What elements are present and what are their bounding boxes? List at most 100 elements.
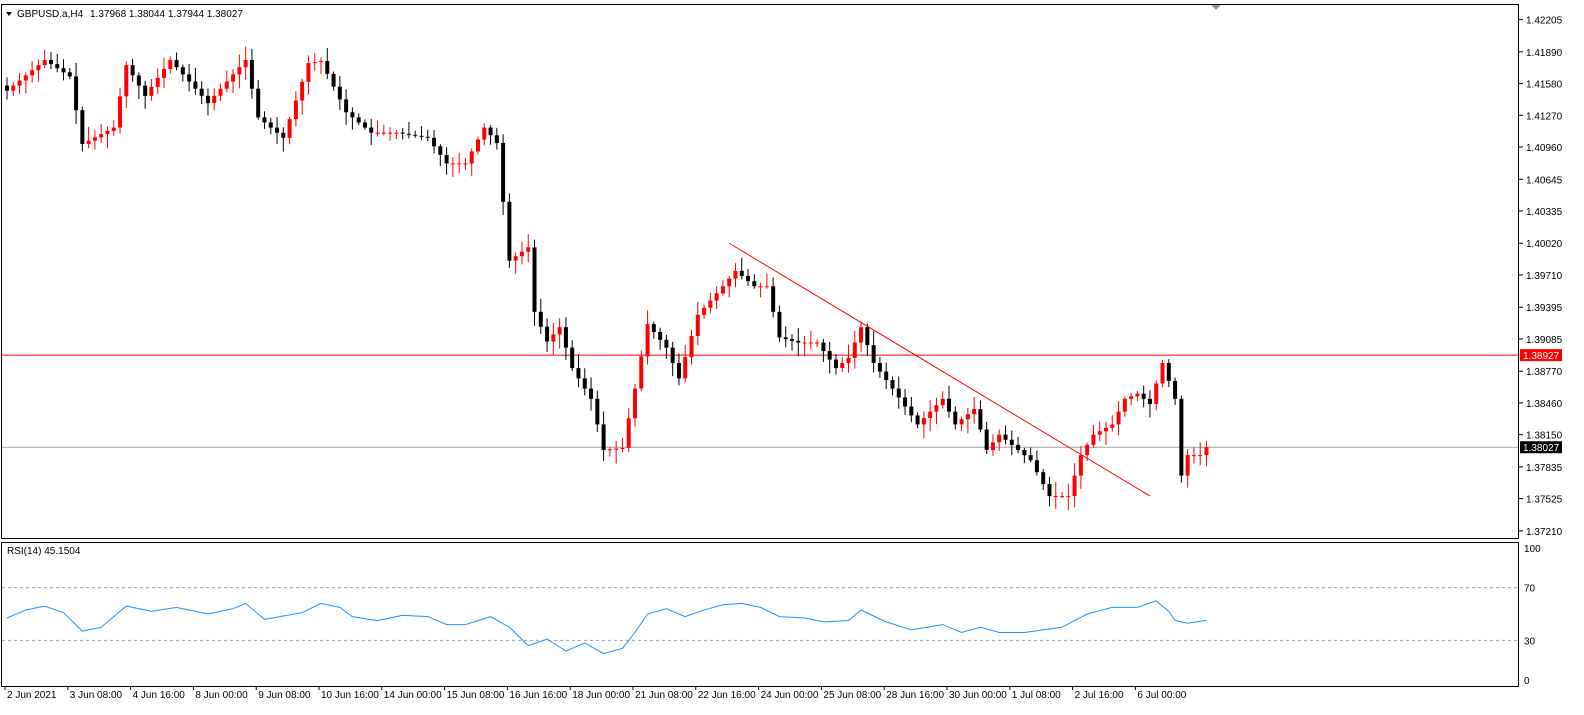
candle-body bbox=[965, 414, 970, 420]
candle-body bbox=[595, 398, 600, 425]
price-tick-label: 1.40335 bbox=[1526, 207, 1563, 218]
candle-body bbox=[369, 127, 374, 133]
time-tick-label: 10 Jun 16:00 bbox=[321, 690, 379, 701]
trendline[interactable] bbox=[728, 242, 1151, 497]
price-tick-label: 1.42205 bbox=[1526, 16, 1563, 27]
candle-body bbox=[1198, 455, 1203, 457]
candle-body bbox=[5, 85, 9, 91]
candle-body bbox=[319, 61, 323, 63]
price-tick-label: 1.38150 bbox=[1526, 431, 1563, 442]
candle-body bbox=[658, 331, 663, 340]
candle-body bbox=[689, 336, 694, 358]
candle-body bbox=[1154, 383, 1159, 404]
candle-body bbox=[450, 163, 455, 165]
candle-body bbox=[739, 270, 744, 276]
time-axis[interactable]: 2 Jun 2021 3 Jun 08:00 4 Jun 16:00 8 Jun 00… bbox=[4, 686, 1187, 701]
candle-body bbox=[670, 347, 675, 363]
candle-body bbox=[620, 447, 625, 449]
time-tick-label: 24 Jun 00:00 bbox=[761, 690, 819, 701]
rsi-line bbox=[6, 600, 1207, 655]
price-tick-label: 1.39395 bbox=[1526, 303, 1563, 314]
rsi-panel-frame bbox=[1, 542, 1519, 687]
candle-body bbox=[947, 398, 951, 412]
candle-body bbox=[469, 151, 474, 164]
candle-body bbox=[463, 163, 468, 165]
candle-body bbox=[425, 136, 430, 138]
dropdown-triangle-icon[interactable] bbox=[6, 12, 12, 16]
candle-body bbox=[438, 146, 443, 155]
price-axis[interactable]: 1.42205 1.41890 1.41580 1.41270 1.40960 1.406… bbox=[1519, 16, 1563, 538]
time-tick-label: 3 Jun 08:00 bbox=[70, 690, 123, 701]
candle-body bbox=[1141, 393, 1146, 399]
candle-body bbox=[80, 110, 85, 144]
candle-body bbox=[30, 70, 35, 76]
candle-body bbox=[1022, 450, 1027, 456]
candle-body bbox=[143, 85, 148, 96]
rsi-tick-label: 100 bbox=[1524, 544, 1541, 555]
time-tick-label: 18 Jun 00:00 bbox=[572, 690, 630, 701]
candle-body bbox=[268, 122, 273, 128]
candle-body bbox=[17, 80, 22, 86]
candle-body bbox=[1147, 398, 1152, 404]
candle-body bbox=[55, 64, 60, 69]
time-tick-label: 2 Jul 16:00 bbox=[1075, 690, 1124, 701]
price-tick-label: 1.39085 bbox=[1526, 335, 1563, 346]
candle-body bbox=[570, 347, 575, 369]
candle-body bbox=[1104, 427, 1108, 432]
candle-body bbox=[790, 339, 794, 341]
candle-body bbox=[482, 127, 487, 140]
candle-body bbox=[224, 81, 229, 89]
candle-body bbox=[821, 342, 826, 352]
candle-body bbox=[815, 342, 820, 344]
candle-body bbox=[1166, 363, 1171, 381]
candle-body bbox=[48, 60, 53, 65]
candle-body bbox=[833, 359, 838, 369]
candle-body bbox=[375, 132, 380, 134]
candle-body bbox=[1053, 496, 1058, 498]
candle-body bbox=[124, 65, 129, 97]
candle-body bbox=[67, 72, 72, 77]
candle-body bbox=[852, 342, 857, 358]
chart-header[interactable]: GBPUSD.a,H4 1.37968 1.38044 1.37944 1.38… bbox=[6, 9, 243, 20]
resistance-price-label: 1.38927 bbox=[1523, 351, 1560, 362]
rsi-title: RSI(14) 45.1504 bbox=[7, 546, 81, 557]
candle-body bbox=[1173, 380, 1178, 399]
time-tick-label: 2 Jun 2021 bbox=[7, 690, 57, 701]
time-tick-label: 4 Jun 16:00 bbox=[133, 690, 186, 701]
candle-body bbox=[890, 380, 895, 389]
rsi-tick-label: 30 bbox=[1524, 636, 1536, 647]
candle-body bbox=[1009, 439, 1014, 445]
time-tick-label: 25 Jun 08:00 bbox=[823, 690, 881, 701]
price-tick-label: 1.41890 bbox=[1526, 48, 1563, 59]
candle-body bbox=[92, 137, 97, 141]
candle-body bbox=[61, 68, 66, 73]
candle-body bbox=[727, 278, 732, 287]
candle-body bbox=[231, 74, 236, 82]
candle-body bbox=[275, 127, 280, 133]
candle-body bbox=[180, 67, 185, 75]
candle-body bbox=[400, 132, 405, 134]
candle-body bbox=[1097, 431, 1102, 435]
candle-body bbox=[676, 363, 681, 379]
candle-body bbox=[903, 397, 908, 407]
chart-shift-marker-icon[interactable] bbox=[1211, 5, 1221, 10]
candle-body bbox=[136, 75, 141, 86]
candle-body bbox=[909, 406, 914, 416]
candle-body bbox=[1041, 472, 1046, 485]
candle-body bbox=[802, 342, 807, 344]
resistance-price-tag: 1.38927 bbox=[1520, 349, 1562, 362]
candle-body bbox=[350, 112, 355, 118]
candle-body bbox=[934, 405, 939, 412]
candle-body bbox=[921, 418, 926, 425]
current-price-tag: 1.38027 bbox=[1520, 441, 1562, 454]
candle-body bbox=[325, 61, 330, 74]
price-tick-label: 1.39710 bbox=[1526, 271, 1563, 282]
candle-body bbox=[538, 311, 543, 327]
candle-body bbox=[896, 388, 901, 398]
candle-body bbox=[526, 247, 531, 252]
candle-body bbox=[877, 363, 882, 372]
time-tick-label: 15 Jun 08:00 bbox=[447, 690, 505, 701]
candle-body bbox=[827, 351, 832, 360]
candle-body bbox=[457, 163, 462, 165]
candle-body bbox=[576, 368, 581, 379]
